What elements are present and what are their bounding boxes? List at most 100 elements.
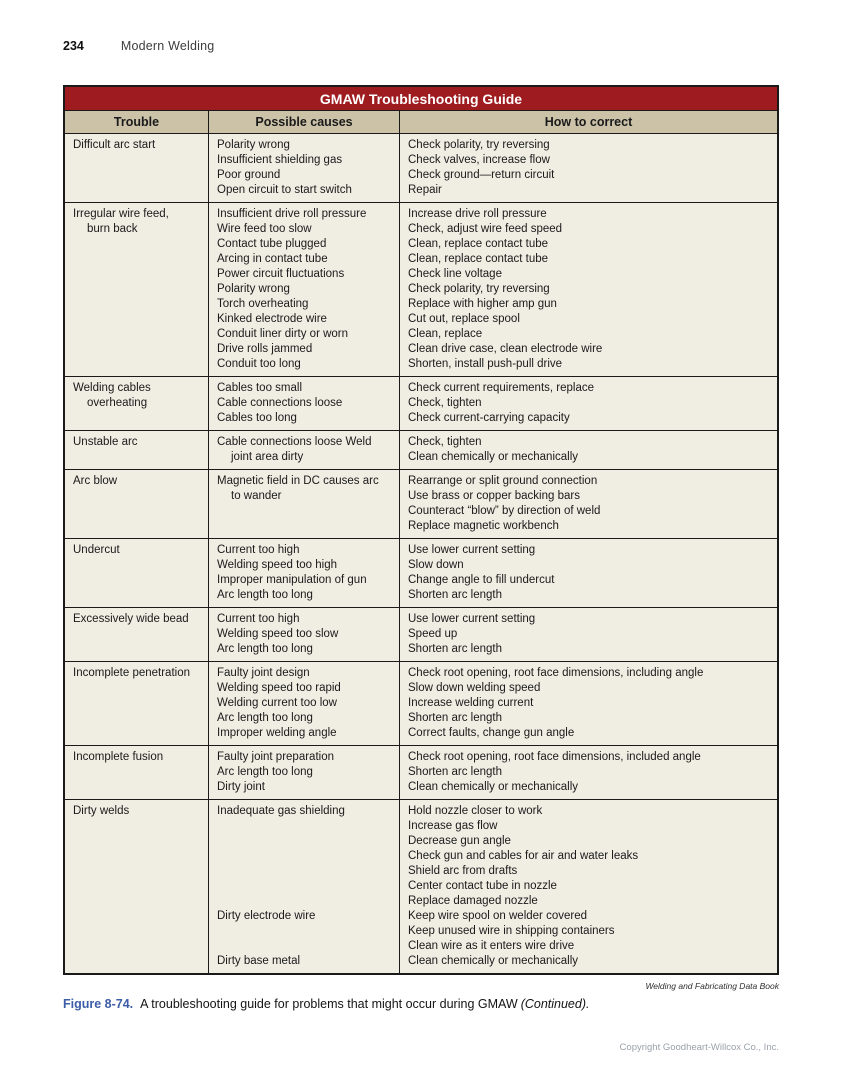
- cell-line: Shorten arc length: [408, 589, 502, 601]
- cell-line: Power circuit fluctuations: [217, 268, 345, 280]
- table-row: Irregular wire feed, burn back Insufficie…: [65, 202, 777, 376]
- cell-line: Dirty electrode wire: [217, 910, 316, 922]
- cell-line: Change angle to fill undercut: [408, 574, 555, 586]
- cell-line: Improper manipulation of gun: [217, 574, 367, 586]
- cell-line: [217, 819, 391, 834]
- cell-line: Speed up: [408, 628, 458, 640]
- causes-cell: Faulty joint preparation Arc length too l…: [208, 746, 399, 799]
- cell-line: Torch overheating: [217, 298, 309, 310]
- running-header: 234 Modern Welding: [63, 39, 214, 53]
- causes-cell: Current too high Welding speed too high Im…: [208, 539, 399, 607]
- cell-line: Keep wire spool on welder covered: [408, 910, 587, 922]
- cell-line: Check current requirements, replace: [408, 382, 594, 394]
- cell-line: Shorten arc length: [408, 712, 502, 724]
- table-row: Incomplete penetration Faulty joint desig…: [65, 661, 777, 745]
- cell-line: Insufficient drive roll pressure: [217, 208, 367, 220]
- cell-line: Clean drive case, clean electrode wire: [408, 343, 603, 355]
- table-source-credit: Welding and Fabricating Data Book: [645, 981, 779, 991]
- cell-line: Cable connections loose: [217, 397, 343, 409]
- corrections-cell: Check root opening, root face dimensions…: [399, 746, 777, 799]
- cell-line: Arc length too long: [217, 643, 313, 655]
- cell-line: Incomplete fusion: [73, 751, 164, 763]
- cell-line: Cable connections loose Weld joint area …: [217, 436, 372, 463]
- cell-line: Keep unused wire in shipping containers: [408, 925, 615, 937]
- cell-line: Conduit too long: [217, 358, 301, 370]
- trouble-cell: Unstable arc: [65, 431, 208, 469]
- cell-line: Welding speed too high: [217, 559, 337, 571]
- corrections-cell: Check, tighten Clean chemically or mechan…: [399, 431, 777, 469]
- cell-line: Kinked electrode wire: [217, 313, 327, 325]
- cell-line: Dirty joint: [217, 781, 265, 793]
- cell-line: Poor ground: [217, 169, 281, 181]
- cell-line: Welding current too low: [217, 697, 337, 709]
- cell-line: Use lower current setting: [408, 613, 536, 625]
- cell-line: Check root opening, root face dimensions…: [408, 667, 704, 679]
- figure-caption-text: A troubleshooting guide for problems tha…: [140, 997, 518, 1011]
- cell-line: Cables too small: [217, 382, 303, 394]
- cell-line: Arc blow: [73, 475, 118, 487]
- cell-line: Drive rolls jammed: [217, 343, 313, 355]
- table-row: Undercut Current too high Welding speed to…: [65, 538, 777, 607]
- corrections-cell: Check polarity, try reversing Check valve…: [399, 134, 777, 202]
- trouble-cell: Welding cables overheating: [65, 377, 208, 430]
- figure-caption: Figure 8-74. A troubleshooting guide for …: [63, 996, 779, 1012]
- cell-line: Irregular wire feed, burn back: [73, 208, 169, 235]
- cell-line: Check, tighten: [408, 436, 482, 448]
- cell-line: Arc length too long: [217, 766, 313, 778]
- cell-line: Dirty base metal: [217, 955, 301, 967]
- cell-line: Decrease gun angle: [408, 835, 511, 847]
- cell-line: Use lower current setting: [408, 544, 536, 556]
- trouble-cell: Incomplete penetration: [65, 662, 208, 745]
- cell-line: Clean, replace contact tube: [408, 238, 549, 250]
- cell-line: Rearrange or split ground connection: [408, 475, 598, 487]
- cell-line: Current too high: [217, 544, 300, 556]
- corrections-cell: Hold nozzle closer to work Increase gas f…: [399, 800, 777, 973]
- cell-line: Cables too long: [217, 412, 297, 424]
- causes-cell: Insufficient drive roll pressure Wire fee…: [208, 203, 399, 376]
- trouble-cell: Excessively wide bead: [65, 608, 208, 661]
- cell-line: Increase drive roll pressure: [408, 208, 547, 220]
- table-row: Dirty welds Inadequate gas shielding Dirty…: [65, 799, 777, 973]
- table-row: Excessively wide bead Current too high Wel…: [65, 607, 777, 661]
- trouble-cell: Dirty welds: [65, 800, 208, 973]
- cell-line: Check, tighten: [408, 397, 482, 409]
- table-column-headers: Trouble Possible causes How to correct: [65, 111, 777, 134]
- causes-cell: Polarity wrong Insufficient shielding gas…: [208, 134, 399, 202]
- figure-caption-label: Figure 8-74.: [63, 997, 134, 1011]
- cell-line: Arc length too long: [217, 589, 313, 601]
- cell-line: [217, 864, 391, 879]
- cell-line: Counteract “blow” by direction of weld: [408, 505, 601, 517]
- cell-line: Contact tube plugged: [217, 238, 327, 250]
- cell-line: [217, 924, 391, 939]
- cell-line: Check line voltage: [408, 268, 502, 280]
- cell-line: Check polarity, try reversing: [408, 139, 550, 151]
- cell-line: Check valves, increase flow: [408, 154, 550, 166]
- cell-line: Clean, replace contact tube: [408, 253, 549, 265]
- cell-line: [217, 879, 391, 894]
- cell-line: Polarity wrong: [217, 283, 290, 295]
- cell-line: Clean, replace: [408, 328, 483, 340]
- troubleshooting-table: GMAW Troubleshooting Guide Trouble Possi…: [63, 85, 779, 975]
- cell-line: Shorten arc length: [408, 766, 502, 778]
- cell-line: Replace with higher amp gun: [408, 298, 557, 310]
- table-row: Unstable arc Cable connections loose Weld…: [65, 430, 777, 469]
- cell-line: Use brass or copper backing bars: [408, 490, 580, 502]
- corrections-cell: Use lower current setting Speed up Shorten…: [399, 608, 777, 661]
- causes-cell: Cables too small Cable connections loose C…: [208, 377, 399, 430]
- column-header-possible-causes: Possible causes: [208, 111, 399, 133]
- cell-line: Faulty joint design: [217, 667, 310, 679]
- cell-line: Current too high: [217, 613, 300, 625]
- page-number: 234: [63, 39, 84, 53]
- corrections-cell: Check current requirements, replace Check…: [399, 377, 777, 430]
- copyright-notice: Copyright Goodheart-Willcox Co., Inc.: [619, 1042, 779, 1053]
- cell-line: Center contact tube in nozzle: [408, 880, 557, 892]
- cell-line: Dirty welds: [73, 805, 130, 817]
- cell-line: Cut out, replace spool: [408, 313, 520, 325]
- cell-line: Check polarity, try reversing: [408, 283, 550, 295]
- corrections-cell: Increase drive roll pressure Check, adjus…: [399, 203, 777, 376]
- table-row: Arc blow Magnetic field in DC causes arc …: [65, 469, 777, 538]
- figure-caption-continued: (Continued).: [520, 997, 590, 1011]
- cell-line: Shorten arc length: [408, 643, 502, 655]
- cell-line: Repair: [408, 184, 442, 196]
